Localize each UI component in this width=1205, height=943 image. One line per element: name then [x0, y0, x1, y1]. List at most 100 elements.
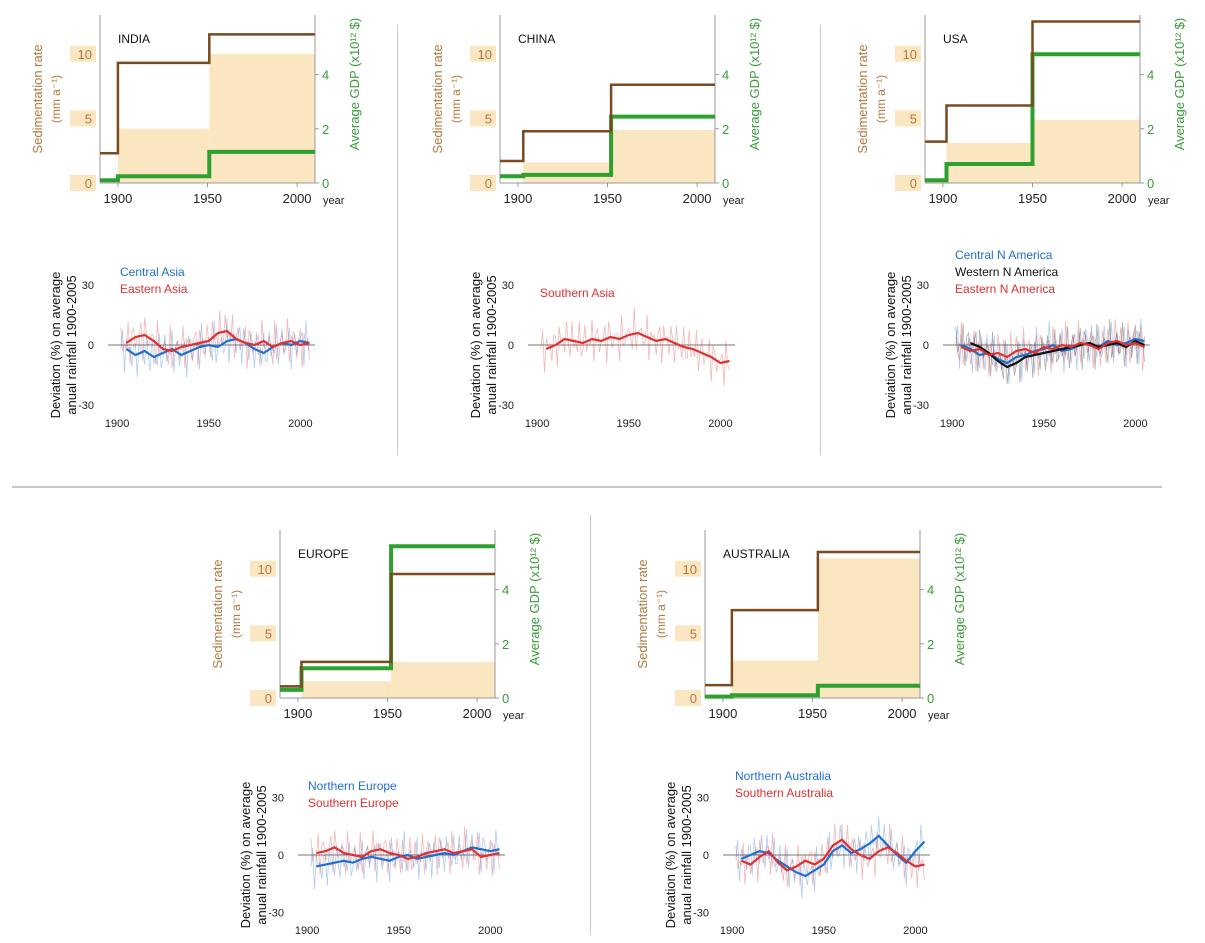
region-title: USA	[943, 32, 968, 46]
gdp-tick-label: 4	[1147, 68, 1154, 83]
dev-axis-label-2: anual rainfall 1900-2005	[64, 275, 79, 415]
dev-axis-label-2: anual rainfall 1900-2005	[679, 785, 694, 925]
sed-unit-label: (mm a⁻¹)	[874, 75, 888, 123]
y-tick-label: 30	[917, 280, 929, 292]
y-tick-label: -30	[913, 400, 929, 412]
x-tick-label: 1950	[193, 191, 222, 206]
sed-tick-bg	[470, 45, 496, 62]
region-title: AUSTRALIA	[723, 547, 790, 561]
legend-entry: Central N America	[955, 248, 1053, 262]
sed-axis-label: Sedimentation rate	[210, 559, 225, 668]
sed-panel-china: 0 5 10 0 2 4 1900 1950 2000 year CHINA Sedimentatio…	[430, 15, 762, 207]
gdp-axis-label: Average GDP (x10¹² $)	[747, 18, 762, 150]
gdp-tick-label: 4	[927, 583, 934, 598]
sedimentation-line	[280, 572, 495, 688]
y-tick-label: 30	[272, 793, 284, 805]
sed-axis-label: Sedimentation rate	[30, 44, 45, 153]
shading-band	[731, 660, 818, 698]
year-label: year	[503, 710, 525, 722]
y-tick-label: 0	[88, 340, 94, 352]
x-tick-label: 1950	[1018, 191, 1047, 206]
x-tick-label: 1950	[1032, 418, 1056, 430]
annual-variability-line	[955, 318, 1145, 384]
legend-entry: Eastern N America	[955, 282, 1055, 296]
region-title: INDIA	[118, 32, 150, 46]
sed-tick-bg	[470, 175, 496, 191]
gdp-tick-label: 0	[927, 691, 934, 706]
gdp-tick-label: 0	[1147, 176, 1154, 191]
region-title: CHINA	[518, 32, 555, 46]
x-tick-label: 1950	[197, 418, 221, 430]
series-line-eastern-asia	[125, 329, 310, 353]
sed-tick-label: 0	[85, 176, 92, 191]
x-tick-label: 2000	[1123, 418, 1147, 430]
sed-tick-label: 0	[485, 176, 492, 191]
x-tick-label: 1900	[928, 191, 957, 206]
sed-tick-label: 0	[265, 691, 272, 706]
gdp-tick-label: 0	[322, 176, 329, 191]
x-tick-label: 2000	[288, 418, 312, 430]
gdp-axis-label: Average GDP (x10¹² $)	[952, 533, 967, 665]
sed-tick-bg	[895, 175, 921, 191]
gdp-line	[500, 114, 715, 179]
x-tick-label: 1900	[525, 418, 549, 430]
annual-variability-line	[955, 318, 1145, 384]
shading-band	[301, 681, 392, 698]
legend-entry: Northern Australia	[735, 770, 831, 783]
annual-variability-line	[540, 307, 730, 387]
legend-entry: Southern Europe	[308, 796, 399, 810]
series-line-northern-europe	[316, 846, 500, 868]
gdp-tick-label: 4	[502, 583, 509, 598]
sed-tick-label: 10	[683, 562, 697, 577]
sedimentation-line	[925, 20, 1140, 143]
gdp-tick-label: 2	[502, 637, 509, 652]
sed-tick-bg	[70, 175, 96, 191]
x-tick-label: 1900	[295, 925, 319, 937]
sed-tick-label: 5	[485, 111, 492, 126]
series-line-southern-australia	[740, 838, 925, 872]
sed-tick-label: 10	[78, 47, 92, 62]
x-tick-label: 1950	[373, 706, 402, 721]
rain-panel-australia: -30 0 30 1900 1950 2000 Northern Australia Sout…	[663, 770, 930, 937]
sed-unit-label: (mm a⁻¹)	[654, 590, 668, 638]
sedimentation-line	[500, 83, 715, 163]
gdp-axis-label: Average GDP (x10¹² $)	[527, 533, 542, 665]
sed-tick-bg	[675, 560, 701, 577]
gdp-axis-label: Average GDP (x10¹² $)	[347, 18, 362, 150]
shading-band	[391, 661, 495, 698]
legend-entry: Southern Asia	[540, 286, 615, 300]
rain-panel-europe: -30 0 30 1900 1950 2000 Northern Europe Souther…	[238, 779, 505, 937]
year-label: year	[723, 195, 745, 207]
sed-tick-label: 5	[910, 111, 917, 126]
annual-variability-line	[955, 319, 1145, 377]
y-tick-label: 0	[923, 340, 929, 352]
shading-band	[1032, 119, 1140, 183]
sedimentation-line	[100, 33, 315, 155]
sed-tick-bg	[470, 110, 496, 127]
dev-axis-label-2: anual rainfall 1900-2005	[899, 275, 914, 415]
annual-variability-line	[310, 826, 500, 877]
sed-axis-label: Sedimentation rate	[855, 44, 870, 153]
horizontal-divider	[12, 486, 1162, 488]
legend-entry: Northern Europe	[308, 779, 397, 793]
sed-tick-bg	[895, 110, 921, 127]
x-tick-label: 1950	[812, 925, 836, 937]
legend-entry: Central Asia	[120, 265, 185, 279]
y-tick-label: 0	[703, 850, 709, 862]
dev-axis-label-1: Deviation (%) on average	[238, 782, 253, 929]
sed-tick-label: 10	[903, 47, 917, 62]
dev-axis-label-1: Deviation (%) on average	[883, 272, 898, 419]
sed-tick-label: 5	[265, 626, 272, 641]
series-line-eastern-n-america	[960, 339, 1145, 359]
legend-entry: Southern Australia	[735, 786, 833, 800]
sed-tick-bg	[675, 690, 701, 706]
legend-entry: Eastern Asia	[120, 282, 188, 296]
rain-panel-asia-1: -30 0 30 1900 1950 2000 Central Asia Eastern As…	[48, 265, 315, 430]
sed-tick-label: 5	[85, 111, 92, 126]
year-label: year	[323, 195, 345, 207]
x-tick-label: 1900	[940, 418, 964, 430]
sed-tick-bg	[70, 110, 96, 127]
sed-panel-europe: 0 5 10 0 2 4 1900 1950 2000 year EUROPE Sedimentati…	[210, 530, 542, 722]
shading-band	[523, 162, 612, 183]
shading-band	[817, 558, 920, 698]
